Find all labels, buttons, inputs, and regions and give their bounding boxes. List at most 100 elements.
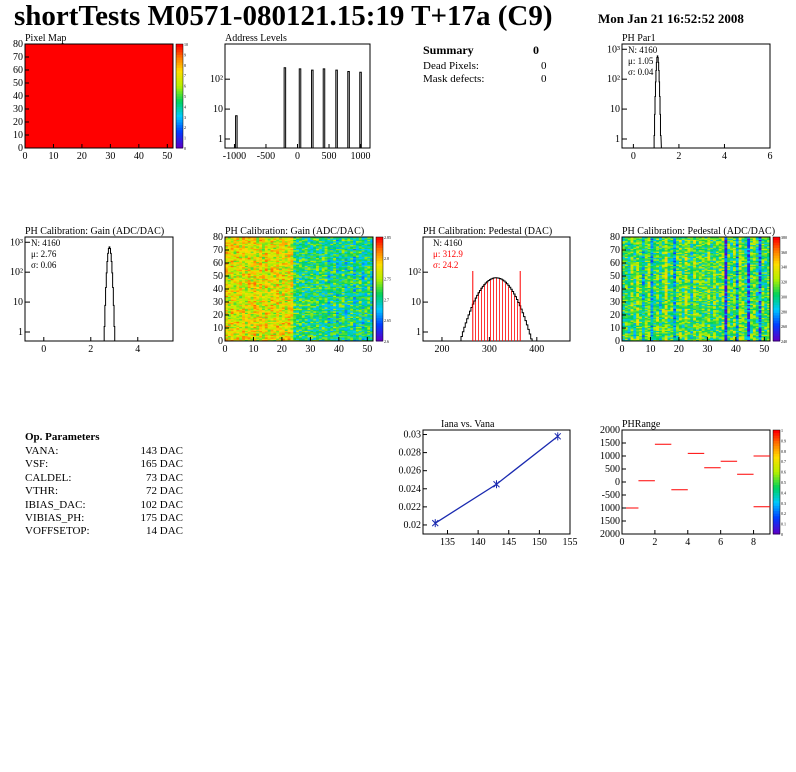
heatmap-cell xyxy=(307,282,311,285)
heatmap-cell xyxy=(259,318,263,321)
heatmap-cell xyxy=(287,294,291,296)
heatmap-cell xyxy=(627,274,631,277)
heatmap-cell xyxy=(273,278,277,281)
heatmap-cell xyxy=(624,294,628,296)
heatmap-cell xyxy=(324,289,328,291)
heatmap-cell xyxy=(633,268,637,270)
heatmap-cell xyxy=(321,276,325,278)
heatmap-cell xyxy=(336,298,340,300)
heatmap-cell xyxy=(259,316,263,318)
heatmap-cell xyxy=(627,282,631,285)
heatmap-cell xyxy=(318,321,323,324)
heatmap-cell xyxy=(364,251,368,253)
heatmap-cell xyxy=(353,317,357,320)
heatmap-cell xyxy=(242,291,246,294)
heatmap-cell xyxy=(633,294,637,296)
heatmap-cell xyxy=(633,282,637,285)
heatmap-cell xyxy=(307,322,311,325)
heatmap-cell xyxy=(239,295,243,298)
heatmap-cell xyxy=(236,321,240,324)
heatmap-cell xyxy=(639,292,643,295)
heatmap-cell xyxy=(276,295,280,298)
heatmap-cell xyxy=(344,298,348,300)
heatmap-cell xyxy=(330,252,334,255)
heatmap-cell xyxy=(301,247,305,249)
heatmap-cell xyxy=(225,283,229,286)
heatmap-cell xyxy=(244,322,249,325)
heatmap-cell xyxy=(313,238,317,240)
heatmap-cell xyxy=(304,338,308,340)
heatmap-cell xyxy=(636,239,640,242)
heatmap-cell xyxy=(350,255,354,257)
heatmap-cell xyxy=(301,277,305,279)
palette-cell xyxy=(176,109,183,113)
palette-cell xyxy=(376,257,383,261)
heatmap-cell xyxy=(367,268,371,270)
heatmap-cell xyxy=(244,265,249,268)
heatmap-cell xyxy=(225,237,229,239)
heatmap-cell xyxy=(244,303,249,305)
heatmap-cell xyxy=(330,335,334,338)
heatmap-cell xyxy=(267,243,271,246)
heatmap-cell xyxy=(290,253,294,256)
heatmap-cell xyxy=(293,305,297,308)
heatmap-cell xyxy=(636,303,640,305)
heatmap-cell xyxy=(299,300,303,303)
heatmap-cell xyxy=(627,317,631,320)
heatmap-cell xyxy=(307,308,311,311)
heatmap-cell xyxy=(627,264,631,266)
heatmap-cell xyxy=(627,325,631,327)
heatmap-cell xyxy=(259,240,263,243)
heatmap-cell xyxy=(307,296,311,299)
heatmap-cell xyxy=(264,239,268,242)
heatmap-cell xyxy=(307,305,311,308)
heatmap-cell xyxy=(287,264,291,266)
heatmap-cell xyxy=(250,320,254,322)
heatmap-cell xyxy=(244,243,249,246)
heatmap-cell xyxy=(324,239,328,242)
heatmap-cell xyxy=(361,250,365,252)
heatmap-cell xyxy=(318,272,323,274)
heatmap-cell xyxy=(341,326,345,329)
heatmap-cell xyxy=(307,248,311,251)
heatmap-cell xyxy=(341,303,345,305)
heatmap-cell xyxy=(242,316,246,318)
heatmap-cell xyxy=(324,252,328,255)
heatmap-cell xyxy=(358,313,362,316)
palette-cell xyxy=(376,270,383,274)
heatmap-cell xyxy=(639,273,643,275)
heatmap-cell xyxy=(364,330,368,333)
heatmap-cell xyxy=(330,328,334,330)
heatmap-cell xyxy=(367,338,371,340)
heatmap-cell xyxy=(250,264,254,266)
heatmap-cell xyxy=(310,328,314,330)
heatmap-cell xyxy=(361,318,365,321)
heatmap-cell xyxy=(338,255,342,257)
heatmap-cell xyxy=(318,239,323,242)
heatmap-cell xyxy=(630,295,634,298)
heatmap-cell xyxy=(236,278,240,281)
heatmap-cell xyxy=(627,300,631,303)
heatmap-cell xyxy=(253,325,257,327)
heatmap-cell xyxy=(293,318,297,321)
heatmap-cell xyxy=(630,318,634,321)
heatmap-cell xyxy=(321,283,325,286)
heatmap-cell xyxy=(361,266,365,269)
heatmap-cell xyxy=(276,272,280,274)
heatmap-cell xyxy=(273,239,277,242)
heatmap-cell xyxy=(267,320,271,322)
heatmap-cell xyxy=(636,292,640,295)
heatmap-cell xyxy=(230,286,234,288)
heatmap-cell xyxy=(267,326,271,329)
heatmap-cell xyxy=(622,338,626,340)
heatmap-cell xyxy=(279,256,283,259)
heatmap-cell xyxy=(639,248,643,251)
y-tick-label: 80 xyxy=(213,232,223,243)
heatmap-cell xyxy=(239,328,243,330)
heatmap-cell xyxy=(279,302,283,304)
heatmap-cell xyxy=(244,326,249,329)
heatmap-cell xyxy=(358,307,362,309)
heatmap-cell xyxy=(307,294,311,296)
heatmap-cell xyxy=(327,335,331,338)
heatmap-cell xyxy=(307,244,311,247)
